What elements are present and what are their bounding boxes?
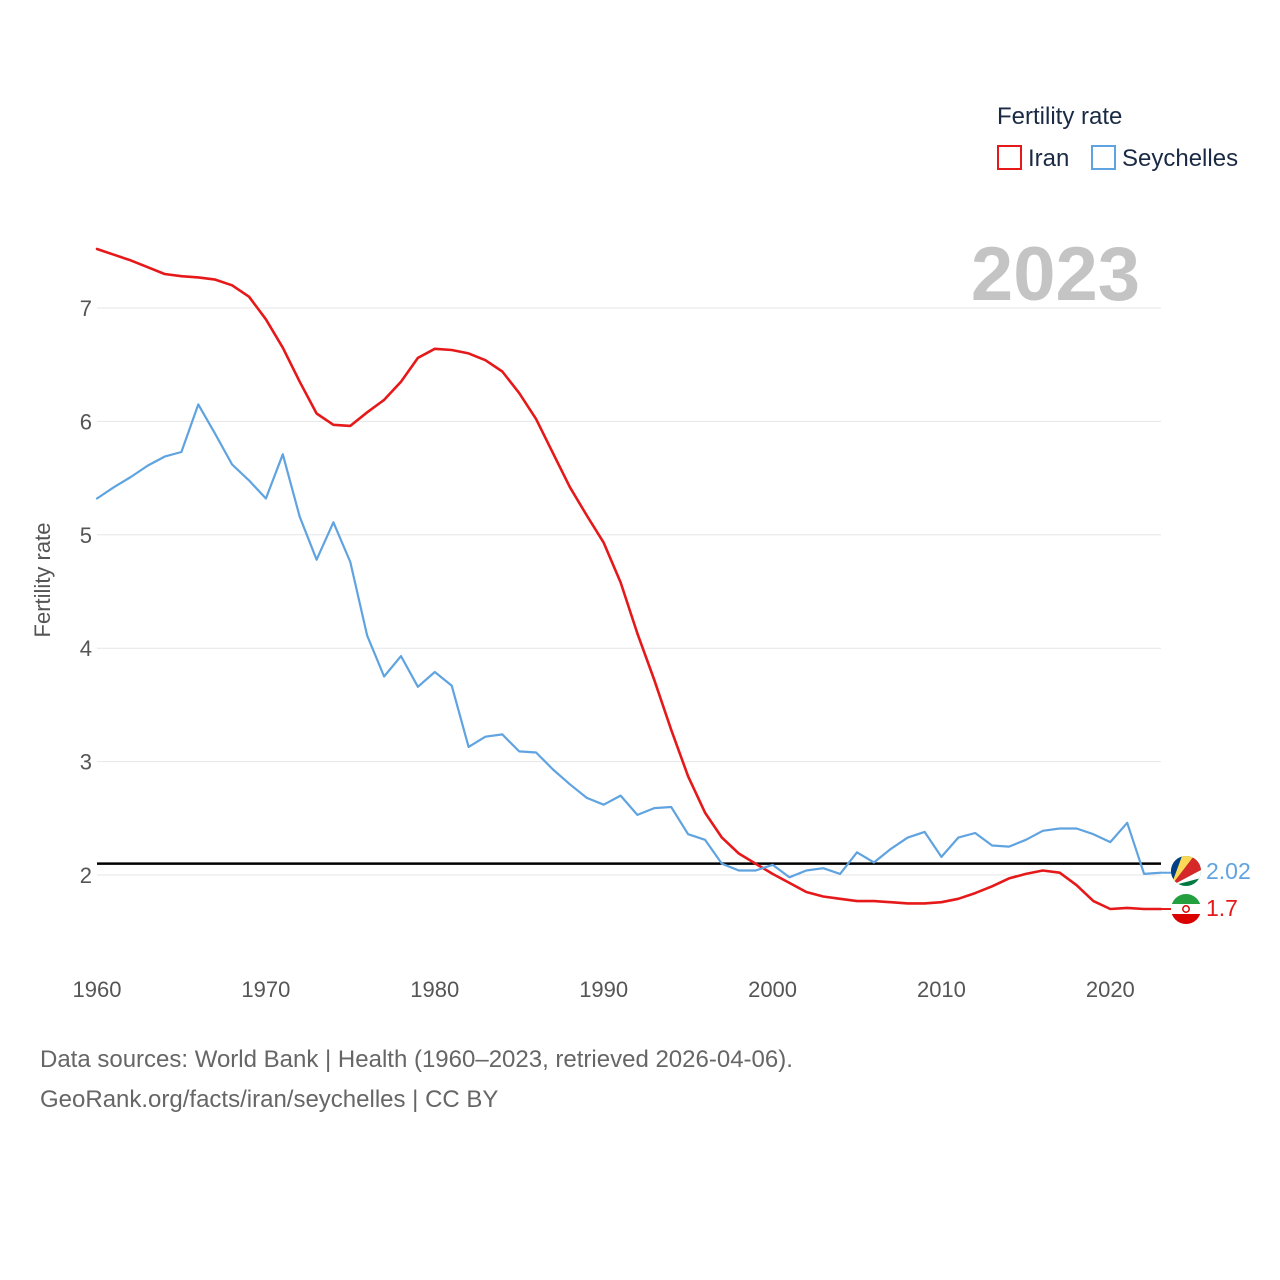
- y-tick-label-2: 2: [80, 863, 92, 888]
- year-label: 2023: [971, 232, 1140, 317]
- y-tick-label-4: 4: [80, 636, 92, 661]
- fertility-chart: 2 3 4 5 6 7 1960 1970 1980 1990 2000 2010 2020 Fert…: [30, 103, 1251, 1002]
- y-tick-label-3: 3: [80, 750, 92, 775]
- y-tick-label-5: 5: [80, 523, 92, 548]
- seychelles-flag-icon: [1171, 856, 1201, 886]
- iran-end-value: 1.7: [1206, 895, 1238, 921]
- legend-swatch-iran: [997, 145, 1022, 170]
- legend: Fertility rate Iran Seychelles: [997, 103, 1238, 172]
- y-axis-title: Fertility rate: [30, 523, 55, 638]
- y-tick-label-7: 7: [80, 296, 92, 321]
- seychelles-end-value: 2.02: [1206, 858, 1251, 884]
- credit-link[interactable]: GeoRank.org/facts/iran/seychelles | CC B…: [40, 1086, 499, 1113]
- x-tick-label-1970: 1970: [241, 977, 290, 1002]
- x-tick-label-2000: 2000: [748, 977, 797, 1002]
- series-line-seychelles: [95, 403, 1163, 879]
- legend-label-seychelles: Seychelles: [1122, 145, 1238, 172]
- x-tick-label-2020: 2020: [1086, 977, 1135, 1002]
- x-tick-label-1960: 1960: [73, 977, 122, 1002]
- series-line-iran: [95, 247, 1163, 911]
- y-tick-label-6: 6: [80, 409, 92, 434]
- footer: Data sources: World Bank | Health (1960–…: [40, 1040, 793, 1120]
- y-axis-ticks: 2 3 4 5 6 7: [80, 296, 92, 888]
- x-axis-ticks: 1960 1970 1980 1990 2000 2010 2020: [73, 977, 1135, 1002]
- series-lines: [95, 247, 1171, 911]
- x-tick-label-2010: 2010: [917, 977, 966, 1002]
- iran-flag-icon: [1171, 894, 1201, 924]
- data-sources: Data sources: World Bank | Health (1960–…: [40, 1046, 793, 1073]
- legend-swatch-seychelles: [1091, 145, 1116, 170]
- x-tick-label-1990: 1990: [579, 977, 628, 1002]
- grid: [97, 307, 1161, 876]
- x-tick-label-1980: 1980: [410, 977, 459, 1002]
- legend-label-iran: Iran: [1028, 145, 1069, 172]
- legend-title: Fertility rate: [997, 103, 1122, 130]
